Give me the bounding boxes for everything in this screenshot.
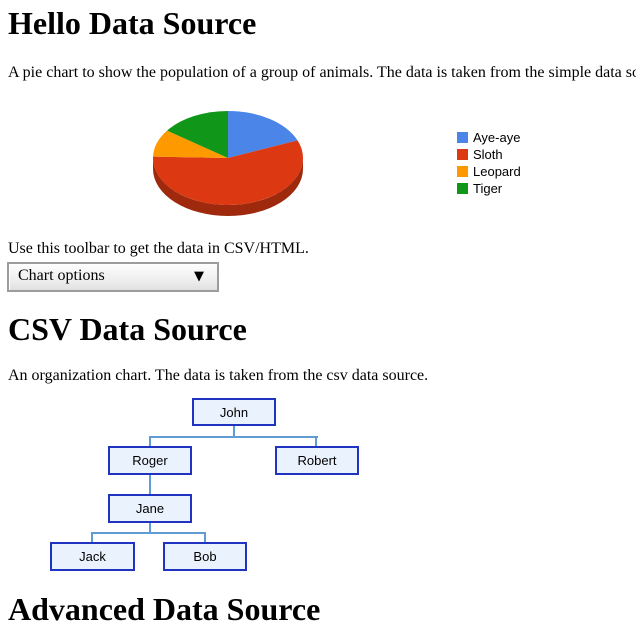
legend-item-tiger: Tiger [457, 180, 521, 197]
chart-options-label: Chart options [18, 267, 105, 284]
org-connector [149, 475, 151, 494]
hello-description: A pie chart to show the population of a … [8, 64, 636, 81]
legend-label: Aye-aye [473, 130, 521, 145]
toolbar-hint: Use this toolbar to get the data in CSV/… [8, 240, 309, 257]
pie-slice-sloth[interactable] [153, 140, 303, 206]
pie-slice-tiger[interactable] [167, 111, 228, 158]
legend-swatch [457, 149, 468, 160]
legend-label: Leopard [473, 164, 521, 179]
org-node-jane[interactable]: Jane [108, 494, 192, 523]
org-node-jack[interactable]: Jack [50, 542, 135, 571]
section-heading-hello: Hello Data Source [8, 5, 257, 41]
org-connector [149, 523, 151, 532]
legend-item-leopard: Leopard [457, 163, 521, 180]
legend-item-aye-aye: Aye-aye [457, 129, 521, 146]
csv-description: An organization chart. The data is taken… [8, 367, 429, 384]
legend-swatch [457, 183, 468, 194]
dropdown-arrow-icon: ▼ [194, 269, 204, 284]
legend-swatch [457, 132, 468, 143]
chart-options-dropdown[interactable]: Chart options ▼ [7, 262, 219, 292]
legend-swatch [457, 166, 468, 177]
org-connector [149, 436, 318, 438]
org-node-roger[interactable]: Roger [108, 446, 192, 475]
org-connector [233, 426, 235, 436]
org-node-robert[interactable]: Robert [275, 446, 359, 475]
pie-chart[interactable] [0, 95, 460, 245]
org-connector [315, 438, 317, 446]
pie-legend: Aye-aye Sloth Leopard Tiger [457, 129, 521, 197]
pie-slice-aye-aye[interactable] [228, 111, 298, 158]
pie-slice-leopard[interactable] [153, 130, 228, 158]
legend-label: Tiger [473, 181, 503, 196]
org-connector [91, 534, 93, 542]
org-connector [204, 534, 206, 542]
section-heading-advanced: Advanced Data Source [8, 591, 321, 627]
org-node-bob[interactable]: Bob [163, 542, 247, 571]
legend-item-sloth: Sloth [457, 146, 521, 163]
org-connector [149, 438, 151, 446]
pie-slice-side [153, 158, 303, 216]
section-heading-csv: CSV Data Source [8, 311, 247, 347]
org-connector [91, 532, 206, 534]
org-node-john[interactable]: John [192, 398, 276, 426]
legend-label: Sloth [473, 147, 503, 162]
